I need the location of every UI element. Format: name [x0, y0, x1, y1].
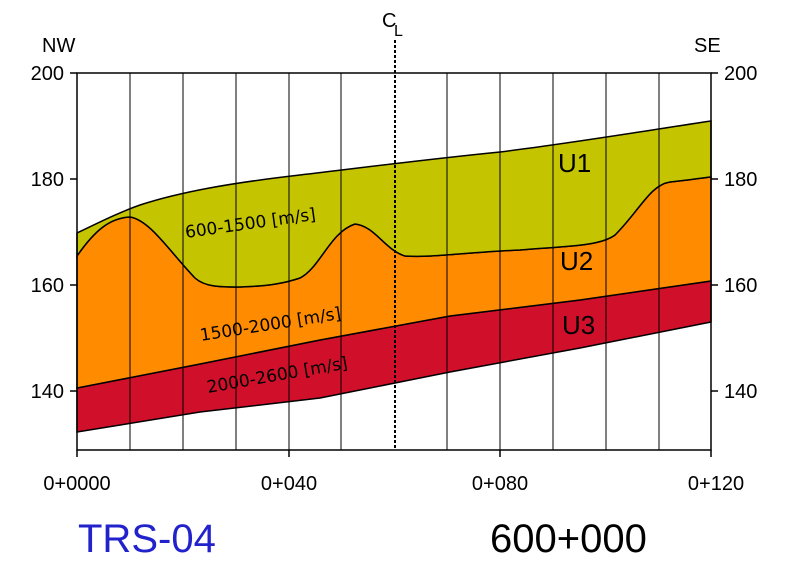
x-tick-80: 0+080: [472, 473, 528, 495]
layer-u2-name: U2: [560, 246, 593, 276]
x-tick-0: 0+0000: [43, 473, 110, 495]
y-tick-right-160: 160: [724, 275, 757, 297]
y-tick-left-200: 200: [31, 63, 64, 85]
y-ticks-right: [711, 72, 718, 392]
centerline-symbol: C: [382, 10, 396, 32]
y-tick-left-180: 180: [31, 169, 64, 191]
vertical-grid: [129, 73, 660, 450]
centerline-subscript: L: [394, 23, 403, 40]
y-tick-left-160: 160: [31, 275, 64, 297]
profile-id: TRS-04: [78, 517, 216, 561]
direction-right-label: SE: [694, 35, 721, 57]
x-tick-120: 0+120: [688, 473, 744, 495]
chainage-label: 600+000: [490, 517, 647, 561]
y-tick-left-140: 140: [31, 381, 64, 403]
y-ticks-left: [70, 72, 77, 392]
layer-u1-name: U1: [558, 148, 591, 178]
plot-frame: [76, 72, 712, 451]
direction-left-label: NW: [42, 35, 75, 57]
layer-u3-name: U3: [562, 310, 595, 340]
x-tick-40: 0+040: [261, 473, 317, 495]
y-tick-right-140: 140: [724, 381, 757, 403]
y-tick-right-200: 200: [724, 63, 757, 85]
x-ticks: [76, 450, 712, 457]
y-tick-right-180: 180: [724, 169, 757, 191]
